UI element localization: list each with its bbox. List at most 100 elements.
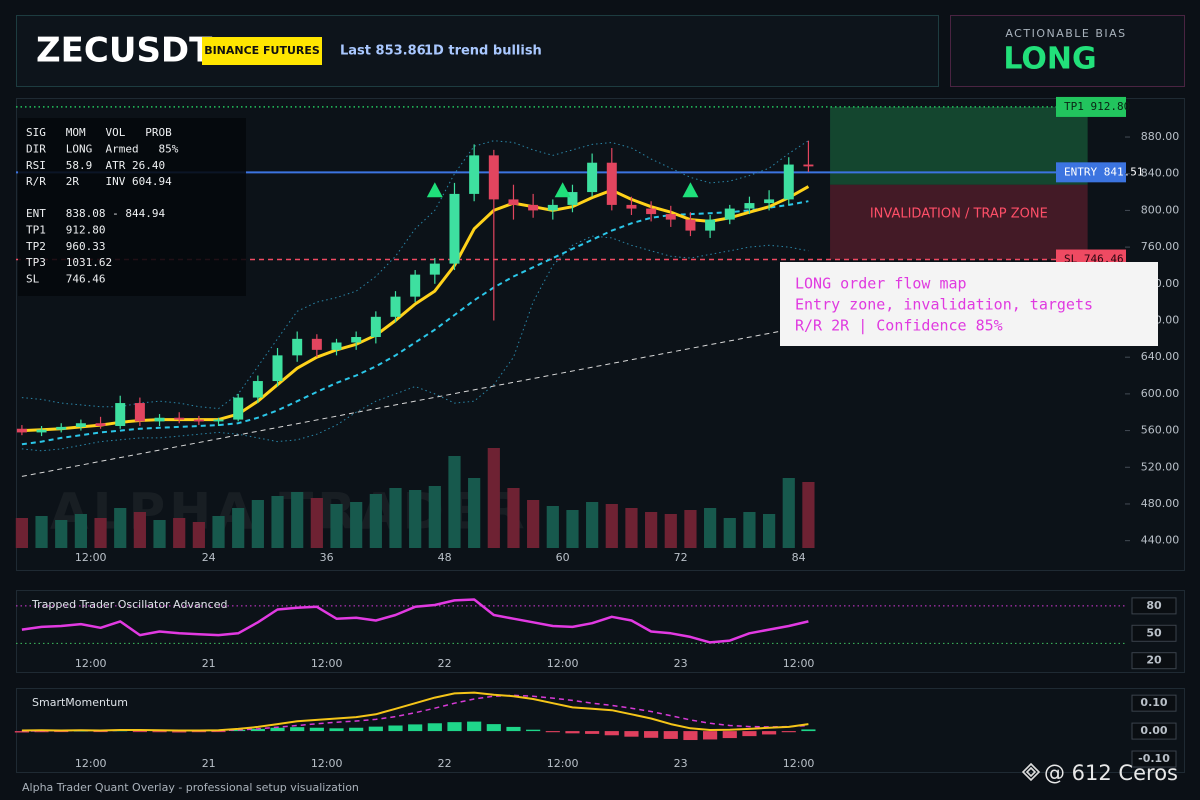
x-tick-label: 21 [202, 657, 216, 670]
volume-bar [291, 492, 304, 548]
candle-body [16, 428, 27, 433]
indicator-line [21, 598, 809, 644]
volume-bar [74, 514, 87, 548]
volume-bar [664, 514, 677, 548]
y-tick-label: 640.00 [1141, 350, 1180, 363]
exchange: BINANCE FUTURES [204, 44, 320, 57]
candle-body [174, 417, 185, 420]
volume-bar [645, 512, 658, 548]
y-tick-label: -0.10 [1138, 752, 1170, 765]
header-panel [16, 15, 939, 87]
trend: 1D trend bullish [424, 44, 542, 59]
signal-marker [426, 182, 443, 198]
x-tick-label: 12:00 [783, 657, 815, 670]
signal-marker [682, 182, 699, 198]
x-tick-label: 12:00 [75, 551, 107, 564]
candle-body [390, 296, 401, 317]
indicator-line [21, 185, 810, 433]
y-tick-label: 800.00 [1141, 203, 1180, 216]
x-tick-label: 12:00 [75, 657, 107, 670]
histogram-bar [309, 727, 324, 732]
y-tick-label: 80 [1146, 599, 1162, 612]
x-tick-label: 12:00 [311, 757, 343, 770]
histogram-bar [408, 724, 423, 732]
histogram-bar [14, 731, 29, 733]
x-tick-label: 60 [556, 551, 570, 564]
candle-body [626, 204, 637, 209]
y-tick-label: 880.00 [1141, 130, 1180, 143]
candle-body [370, 316, 381, 338]
histogram-bar [565, 731, 580, 734]
info-row: TP1 912.80 [26, 223, 105, 236]
y-tick-label: 480.00 [1141, 497, 1180, 510]
y-tick-label: 50 [1146, 626, 1162, 639]
candle-body [724, 208, 735, 220]
volume-bar [468, 478, 481, 548]
histogram-bar [545, 731, 560, 733]
volume-bar [369, 494, 382, 548]
histogram-bar [191, 731, 206, 733]
candle-body [744, 203, 755, 209]
histogram-bar [604, 731, 619, 736]
indicator-line [21, 694, 809, 732]
info-row: TP3 1031.62 [26, 256, 112, 269]
candle-body [646, 208, 657, 215]
indicator-line [21, 691, 809, 732]
candle-body [213, 419, 224, 422]
histogram-bar [329, 728, 344, 732]
bias-value: LONG [1003, 42, 1096, 77]
volume-bar [35, 516, 48, 548]
volume-bar [389, 488, 402, 548]
candle-body [233, 397, 244, 420]
annotation-line: LONG order flow map [795, 275, 967, 293]
volume-bar [232, 508, 245, 548]
bias-panel [950, 15, 1185, 87]
volume-bar [586, 502, 599, 548]
volume-bar [310, 498, 323, 548]
y-tick-label: 560.00 [1141, 424, 1180, 437]
volume-bar [625, 508, 638, 548]
candle-body [783, 164, 794, 200]
candle-body [449, 193, 460, 264]
candle-body [56, 426, 67, 430]
x-tick-label: 12:00 [75, 757, 107, 770]
volume-bar [684, 510, 697, 548]
candle-body [488, 155, 499, 200]
x-tick-label: 23 [674, 657, 688, 670]
histogram-bar [703, 731, 718, 740]
candle-body [469, 155, 480, 194]
info-panel [18, 118, 246, 296]
level-tag [1056, 162, 1126, 183]
histogram-bar [172, 731, 187, 733]
signal-marker [554, 182, 571, 198]
x-tick-label: 22 [438, 757, 452, 770]
x-tick-label: 24 [202, 551, 216, 564]
candle-body [429, 263, 440, 275]
volume-bar [251, 500, 264, 548]
exchange-badge [202, 37, 322, 65]
bias-label: ACTIONABLE BIAS [1005, 27, 1126, 40]
y-tick-label: 840.00 [1141, 167, 1180, 180]
candle-body [665, 214, 676, 220]
symbol: ZECUSDT [36, 31, 213, 71]
y-tick-label: 520.00 [1141, 460, 1180, 473]
candle-body [193, 419, 204, 422]
histogram-bar [270, 727, 285, 732]
histogram-bar [368, 726, 383, 732]
candle-body [95, 423, 106, 426]
candle-body [547, 204, 558, 211]
volume-bar [605, 504, 618, 548]
candle-body [587, 162, 598, 193]
histogram-bar [742, 731, 757, 737]
level-tag [1056, 96, 1126, 117]
volume-bar [448, 456, 461, 548]
zone-label: INVALIDATION / TRAP ZONE [870, 207, 1048, 222]
volume-bar [212, 516, 225, 548]
candle-body [803, 164, 814, 167]
candle-body [115, 403, 126, 426]
volume-bar [409, 490, 422, 548]
volume-bar [763, 514, 776, 548]
volume-bar [487, 448, 500, 548]
info-row: RSI 58.9 ATR 26.40 [26, 159, 165, 172]
x-tick-label: 12:00 [311, 657, 343, 670]
